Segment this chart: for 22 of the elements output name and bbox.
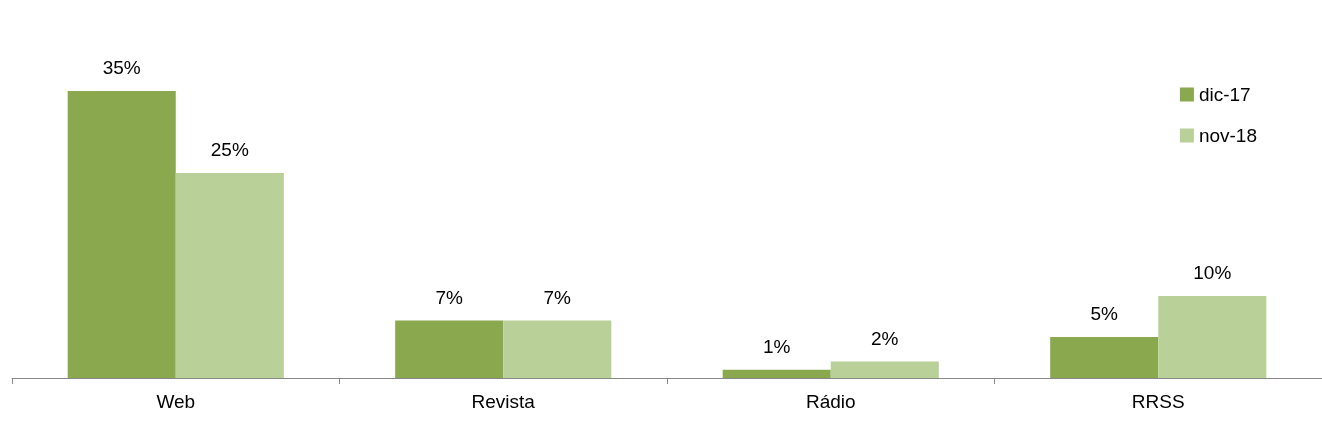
bar xyxy=(1050,337,1159,378)
data-label: 25% xyxy=(210,139,249,160)
data-label: 7% xyxy=(543,286,572,308)
data-label: 5% xyxy=(1090,303,1119,324)
bar xyxy=(395,320,504,378)
data-label: 10% xyxy=(1193,262,1232,283)
bar xyxy=(175,173,284,378)
bar xyxy=(67,91,176,378)
legend-label: nov-18 xyxy=(1198,125,1258,146)
data-label: 2% xyxy=(871,327,899,349)
data-label: 35% xyxy=(102,57,141,78)
x-tick-label: Revista xyxy=(471,391,536,412)
x-tick-label: RRSS xyxy=(1131,391,1185,412)
data-label: 1% xyxy=(762,335,791,357)
bar xyxy=(1158,296,1267,378)
bar xyxy=(830,361,939,378)
bar xyxy=(722,369,831,378)
x-tick-label: Web xyxy=(156,391,196,412)
x-tick-label: Rádio xyxy=(805,391,856,412)
legend-label: dic-17 xyxy=(1198,84,1251,105)
data-label: 7% xyxy=(435,286,464,308)
bar xyxy=(503,320,612,378)
